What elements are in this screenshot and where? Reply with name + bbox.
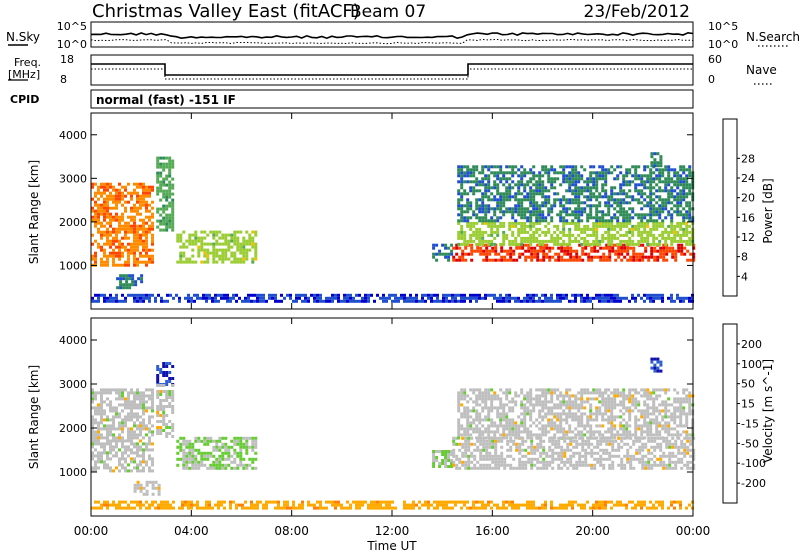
freq-panel: Freq. [MHz] 18 8 60 0 Nave: [8, 53, 777, 86]
power-heatmap-panel: 1000 2000 3000 4000 Slant Range [km] 4 8 12 16…: [27, 112, 775, 310]
data-region: [457, 165, 695, 223]
data-region: [91, 293, 694, 303]
data-region: [91, 182, 154, 267]
data-region: [432, 243, 454, 262]
colorbar-tick-label: 8: [741, 251, 748, 264]
colorbar-tick-label: 100: [741, 358, 762, 371]
velocity-y-label: Slant Range [km]: [27, 365, 41, 469]
data-region: [452, 243, 696, 262]
data-region: [133, 480, 161, 496]
velocity-heatmap: [91, 357, 696, 510]
y-tick-label: 4000: [59, 129, 87, 142]
nsky-tick-bottom: 10^0: [57, 38, 87, 51]
freq-tick-top: 18: [60, 53, 74, 66]
y-tick-label: 1000: [59, 466, 87, 479]
data-region: [432, 450, 454, 468]
nave-tick-top: 60: [708, 53, 722, 66]
colorbar-tick-label: 28: [741, 152, 755, 165]
beam-label: Beam 07: [350, 2, 426, 22]
y-tick-label: 2000: [59, 422, 87, 435]
data-region: [156, 156, 175, 232]
colorbar-tick-label: -200: [741, 477, 766, 490]
nsky-label: N.Sky: [6, 30, 40, 44]
data-region: [650, 357, 663, 373]
colorbar-tick-label: 24: [741, 172, 755, 185]
x-axis-label: Time UT: [366, 539, 417, 553]
data-region: [176, 436, 258, 470]
y-tick-label: 4000: [59, 334, 87, 347]
x-tick-label: 20:00: [575, 524, 610, 538]
nsky-trace: [90, 31, 694, 40]
colorbar-tick-label: -100: [741, 457, 766, 470]
power-y-label: Slant Range [km]: [27, 160, 41, 264]
data-region: [91, 388, 154, 473]
data-region: [452, 436, 696, 470]
power-heatmap: [91, 152, 696, 303]
velocity-colorbar-label: Velocity [m s^-1]: [761, 359, 775, 463]
y-tick-label: 2000: [59, 216, 87, 229]
velocity-colorbar: 200 100 50 15 -15 -50 -100 -200: [722, 323, 766, 504]
nave-trace: [91, 68, 693, 80]
data-region: [156, 384, 175, 438]
nsky-tick-top: 10^5: [57, 20, 87, 33]
x-tick-label: 08:00: [274, 524, 309, 538]
nsearch-trace: [90, 38, 694, 45]
colorbar-tick-label: 12: [741, 231, 755, 244]
colorbar-tick-label: 200: [741, 338, 762, 351]
data-region: [116, 274, 144, 290]
cpid-panel: CPID normal (fast) -151 IF: [10, 89, 694, 109]
data-region: [91, 500, 694, 510]
x-tick-label: 16:00: [475, 524, 510, 538]
noise-panel: N.Sky 10^5 10^0 10^5 10^0 N.Search: [6, 20, 800, 51]
power-colorbar-label: Power [dB]: [761, 178, 775, 243]
data-region: [650, 152, 663, 168]
colorbar-tick-label: 50: [741, 378, 755, 391]
station-title: Christmas Valley East (fitACF): [92, 1, 360, 22]
data-region: [176, 230, 258, 264]
freq-trace: [91, 63, 693, 76]
y-tick-label: 3000: [59, 378, 87, 391]
nave-label: Nave: [746, 63, 777, 77]
nsearch-tick-top: 10^5: [708, 20, 738, 33]
colorbar-frame: [722, 118, 738, 297]
colorbar-tick-label: 20: [741, 192, 755, 205]
data-region: [457, 221, 695, 246]
colorbar-tick-label: 15: [741, 398, 755, 411]
x-tick-label: 04:00: [174, 524, 209, 538]
freq-tick-bottom: 8: [60, 73, 67, 86]
colorbar-tick-label: -50: [741, 437, 759, 450]
freq-unit-label: [MHz]: [8, 68, 40, 81]
x-tick-label: 00:00: [74, 524, 109, 538]
colorbar-tick-label: -15: [741, 417, 759, 430]
data-region: [156, 362, 175, 386]
colorbar-tick-label: 4: [741, 270, 748, 283]
velocity-y-axis: 1000 2000 3000 4000: [59, 334, 693, 479]
power-y-axis: 1000 2000 3000 4000: [59, 129, 693, 272]
colorbar-frame: [722, 323, 738, 504]
velocity-heatmap-panel: 1000 2000 3000 4000 Slant Range [km] 200 100…: [27, 317, 775, 517]
cpid-text: normal (fast) -151 IF: [96, 93, 236, 107]
x-tick-label: 00:00: [676, 524, 711, 538]
y-tick-label: 1000: [59, 259, 87, 272]
time-x-axis: 00:00 04:00 08:00 12:00 16:00 20:00 00:00: [74, 113, 711, 538]
freq-label: Freq.: [14, 56, 41, 69]
date-label: 23/Feb/2012: [584, 2, 690, 22]
cpid-label: CPID: [10, 93, 39, 106]
x-tick-label: 12:00: [375, 524, 410, 538]
nave-tick-bottom: 0: [708, 73, 715, 86]
power-colorbar: 4 8 12 16 20 24 28: [722, 118, 755, 297]
nsearch-tick-bottom: 10^0: [708, 38, 738, 51]
data-region: [457, 388, 695, 440]
nsearch-label: N.Search: [746, 30, 800, 44]
y-tick-label: 3000: [59, 172, 87, 185]
colorbar-tick-label: 16: [741, 211, 755, 224]
